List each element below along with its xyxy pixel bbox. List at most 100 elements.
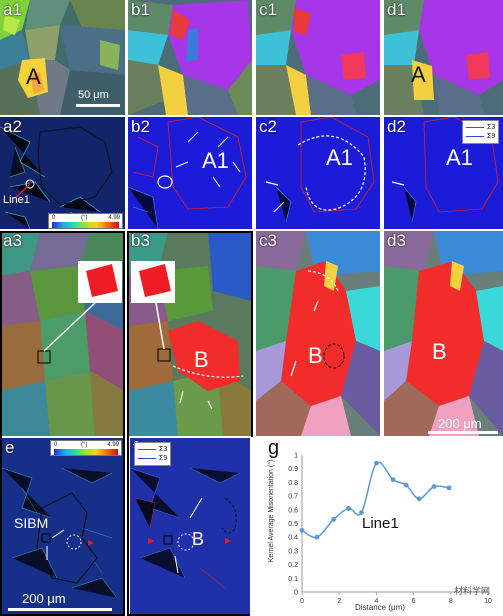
grain-label-a: A (26, 64, 41, 89)
sigma3-line (466, 127, 484, 128)
sigma9-line (466, 136, 484, 137)
ebsd-map-b3 (128, 231, 252, 436)
x-tick-label: 4 (374, 598, 378, 603)
y-tick-label: 0 (294, 590, 298, 597)
panel-b1: b1 (128, 0, 252, 115)
panel-label: c2 (259, 117, 277, 136)
panel-label: c3 (259, 231, 277, 250)
panel-label: c1 (259, 0, 277, 19)
y-axis-label: Kernel Average Misorientation (°) (268, 459, 275, 563)
frame-a3-e (0, 231, 125, 616)
y-tick-label: 0.4 (288, 535, 298, 542)
y-tick-label: 0.3 (288, 548, 298, 555)
data-point (359, 510, 364, 515)
panel-f: f B Σ3 Σ9 (130, 438, 251, 614)
grain-label-a: A (411, 62, 426, 87)
scale-bar-text: 50 μm (78, 89, 109, 101)
data-point (403, 482, 409, 488)
grain-label-b: B (432, 339, 447, 364)
y-tick-label: 1 (294, 453, 298, 460)
ebsd-map-d1 (384, 0, 503, 115)
colorbar-gradient (54, 449, 118, 455)
data-point (314, 534, 320, 540)
grain-label-a1: A1 (326, 145, 353, 170)
sibm-label: SIBM (14, 515, 49, 531)
grain-label-b: B (308, 343, 323, 368)
panel-a1: a1 A 50 μm (0, 0, 125, 115)
y-tick-label: 0.7 (288, 494, 298, 501)
kam-line-chart: 00.10.20.30.40.50.60.70.80.910 2 4 6 8 10 (288, 453, 492, 604)
data-point (446, 485, 452, 491)
panel-c2: c2 A1 (256, 117, 380, 229)
panel-label: b2 (131, 117, 150, 136)
x-tick-label: 8 (449, 598, 453, 603)
panel-d3: d3 B 200 μm (384, 231, 503, 436)
boundary-legend: Σ3 Σ9 (462, 120, 500, 144)
kam-map-a2 (0, 117, 125, 229)
panel-e: e SIBM 0 (°) 4.99 200 μm (2, 438, 123, 614)
x-axis-label: Distance (μm) (355, 603, 405, 612)
grain-label-a1: A1 (202, 148, 229, 173)
data-point (431, 484, 437, 489)
data-point (416, 496, 422, 502)
colorbar-unit: (°) (81, 215, 88, 221)
boundary-legend: Σ3 Σ9 (134, 442, 172, 466)
kam-colorbar: 0 (°) 4.99 (48, 213, 123, 229)
line1-label: Line1 (3, 194, 30, 206)
kam-map-b2 (128, 117, 252, 229)
legend-sigma9: Σ9 (159, 455, 168, 462)
panel-label: d2 (387, 117, 406, 136)
x-tick-label: 6 (412, 598, 416, 603)
ebsd-map-b1 (128, 0, 252, 115)
panel-b2: b2 A1 (128, 117, 252, 229)
panel-c1: c1 (256, 0, 380, 115)
scale-bar (8, 608, 112, 611)
x-tick-label: 0 (300, 598, 304, 603)
legend-sigma3: Σ3 (487, 124, 496, 131)
panel-a2: a2 Line1 0 (°) 4.99 (0, 117, 125, 229)
grain-label-b: B (194, 347, 209, 372)
data-point (390, 477, 396, 483)
panel-label: g (268, 437, 280, 459)
x-tick-label: 2 (337, 598, 341, 603)
kam-map-e (2, 438, 123, 614)
panel-label: d3 (387, 231, 406, 250)
panel-g-chart: g 0 0.1 0.2 0.3 0.4 0.5 0.6 0.7 0.8 0.9 1 0 2 4 6 8 10 K… (250, 437, 503, 616)
scale-bar-text: 200 μm (22, 591, 66, 606)
panel-label: b3 (131, 231, 150, 250)
ebsd-map-a1 (0, 0, 125, 115)
kam-map-c2 (256, 117, 380, 229)
data-point (374, 460, 379, 466)
scale-bar-text: 200 μm (438, 416, 482, 431)
y-tick-label: 0.6 (288, 507, 298, 514)
panel-d1: d1 A (384, 0, 503, 115)
colorbar-min: 0 (52, 215, 56, 221)
data-point (299, 527, 305, 533)
y-tick-label: 0.1 (288, 576, 298, 583)
colorbar-min: 0 (54, 442, 58, 448)
x-tick-label: 10 (484, 598, 492, 603)
y-tick-label: 0.8 (288, 480, 298, 487)
frame-b3-f (127, 231, 253, 616)
legend-sigma3: Σ3 (159, 446, 168, 453)
data-point (346, 506, 351, 511)
kam-map-f (130, 438, 251, 614)
panel-b3: b3 B (128, 231, 252, 436)
panel-label: b1 (131, 0, 150, 19)
ebsd-map-d3 (384, 231, 503, 436)
panel-a3: a3 (0, 231, 125, 436)
colorbar-max: 4.99 (108, 215, 120, 221)
y-tick-label: 0.5 (288, 521, 298, 528)
watermark: 材料学网 (454, 586, 491, 596)
panel-label: a2 (3, 117, 22, 136)
panel-label: a1 (3, 0, 22, 19)
panel-d2: d2 A1 Σ3 Σ9 (384, 117, 503, 229)
colorbar-unit: (°) (81, 442, 88, 448)
colorbar-max: 4.99 (107, 442, 119, 448)
data-point (331, 516, 337, 522)
line1-annotation: Line1 (362, 515, 399, 532)
scale-bar (76, 104, 120, 107)
panel-label: a3 (3, 231, 22, 250)
panel-label: e (5, 438, 15, 457)
ebsd-map-c1 (256, 0, 380, 115)
